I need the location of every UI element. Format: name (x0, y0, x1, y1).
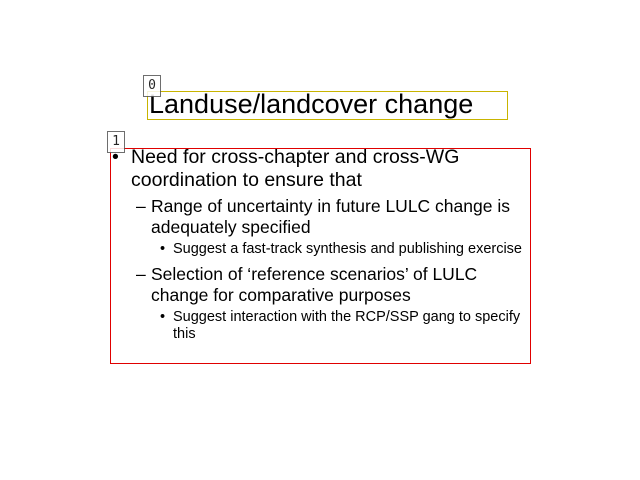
title-bounding-box (147, 91, 508, 120)
region-tag-body: 1 (107, 131, 125, 153)
slide-title: Landuse/landcover change (149, 89, 474, 119)
bullet-dot-icon: • (160, 241, 166, 257)
bullet-level3: • Suggest a fast-track synthesis and pub… (112, 241, 530, 258)
bullet-level3: • Suggest interaction with the RCP/SSP g… (112, 309, 530, 343)
bullet-text: Suggest a fast-track synthesis and publi… (173, 241, 522, 257)
dash-icon: – (136, 264, 146, 284)
bullet-text: Suggest interaction with the RCP/SSP gan… (173, 309, 521, 342)
bullet-dot-icon: • (112, 146, 119, 168)
bullet-text: Selection of ‘reference scenarios’ of LU… (151, 264, 478, 305)
bullet-text: Need for cross-chapter and cross-WG coor… (131, 146, 460, 191)
bullet-dot-icon: • (160, 309, 166, 325)
region-tag-title: 0 (143, 75, 161, 97)
bullet-text: Range of uncertainty in future LULC chan… (151, 196, 510, 237)
bullet-level2: – Range of uncertainty in future LULC ch… (112, 196, 530, 238)
bullet-level1: • Need for cross-chapter and cross-WG co… (112, 146, 530, 192)
dash-icon: – (136, 196, 146, 216)
bullet-level2: – Selection of ‘reference scenarios’ of … (112, 264, 530, 306)
body-bounding-box (110, 148, 531, 364)
bullet-list: • Need for cross-chapter and cross-WG co… (112, 146, 530, 343)
